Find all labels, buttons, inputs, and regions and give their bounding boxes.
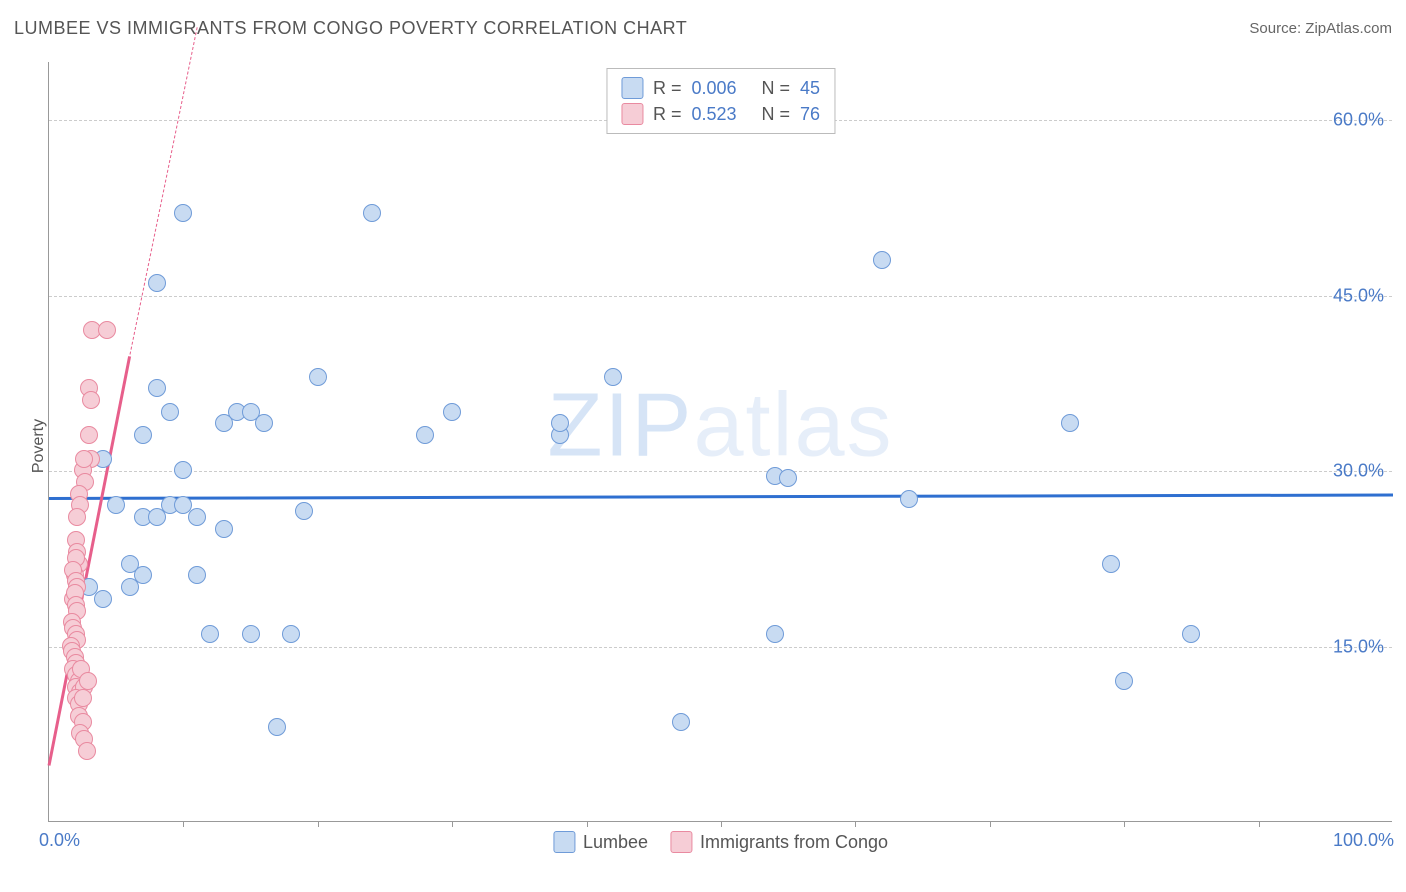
scatter-point [174, 204, 192, 222]
x-tick-mark [855, 821, 856, 827]
legend-swatch [553, 831, 575, 853]
chart-header: LUMBEE VS IMMIGRANTS FROM CONGO POVERTY … [14, 18, 1392, 39]
legend-label: Immigrants from Congo [700, 832, 888, 853]
gridline [49, 647, 1392, 648]
chart-title: LUMBEE VS IMMIGRANTS FROM CONGO POVERTY … [14, 18, 687, 39]
scatter-point [255, 414, 273, 432]
x-tick-mark [1124, 821, 1125, 827]
scatter-point [201, 625, 219, 643]
scatter-point [363, 204, 381, 222]
scatter-point [242, 625, 260, 643]
legend-item: Immigrants from Congo [670, 831, 888, 853]
scatter-point [74, 689, 92, 707]
scatter-point [161, 403, 179, 421]
scatter-point [604, 368, 622, 386]
trend-line [49, 493, 1393, 500]
scatter-point [295, 502, 313, 520]
scatter-point [174, 461, 192, 479]
legend-row: R =0.006N =45 [621, 75, 820, 101]
trend-line-extrapolated [129, 27, 197, 355]
x-tick-mark [318, 821, 319, 827]
scatter-point [873, 251, 891, 269]
scatter-point [779, 469, 797, 487]
y-tick-label: 60.0% [1333, 110, 1384, 131]
scatter-point [443, 403, 461, 421]
x-tick-mark [452, 821, 453, 827]
scatter-point [80, 426, 98, 444]
scatter-point [188, 566, 206, 584]
legend-row: R = 0.523N =76 [621, 101, 820, 127]
x-tick-mark [1259, 821, 1260, 827]
scatter-point [78, 742, 96, 760]
scatter-point [75, 450, 93, 468]
scatter-point [98, 321, 116, 339]
scatter-point [672, 713, 690, 731]
scatter-point [416, 426, 434, 444]
legend-swatch [621, 77, 643, 99]
y-tick-label: 45.0% [1333, 285, 1384, 306]
legend-swatch [670, 831, 692, 853]
scatter-point [551, 414, 569, 432]
scatter-point [215, 414, 233, 432]
scatter-point [79, 672, 97, 690]
scatter-point [148, 274, 166, 292]
scatter-point [188, 508, 206, 526]
scatter-point [215, 520, 233, 538]
watermark: ZIPatlas [547, 375, 893, 478]
chart-source: Source: ZipAtlas.com [1249, 20, 1392, 37]
y-tick-label: 30.0% [1333, 461, 1384, 482]
scatter-point [282, 625, 300, 643]
scatter-point [1182, 625, 1200, 643]
scatter-point [1115, 672, 1133, 690]
scatter-point [766, 625, 784, 643]
y-tick-label: 15.0% [1333, 636, 1384, 657]
scatter-point [82, 391, 100, 409]
scatter-point [107, 496, 125, 514]
x-axis-min-label: 0.0% [39, 830, 80, 851]
scatter-point [309, 368, 327, 386]
scatter-plot-area: ZIPatlas 15.0%30.0%45.0%60.0%0.0%100.0%R… [48, 62, 1392, 822]
scatter-point [268, 718, 286, 736]
scatter-point [134, 426, 152, 444]
legend-label: Lumbee [583, 832, 648, 853]
x-axis-max-label: 100.0% [1333, 830, 1394, 851]
series-legend: Lumbee Immigrants from Congo [553, 831, 888, 853]
scatter-point [148, 379, 166, 397]
legend-swatch [621, 103, 643, 125]
legend-item: Lumbee [553, 831, 648, 853]
gridline [49, 296, 1392, 297]
x-tick-mark [990, 821, 991, 827]
scatter-point [900, 490, 918, 508]
scatter-point [68, 508, 86, 526]
y-axis-label: Poverty [30, 419, 48, 473]
scatter-point [94, 590, 112, 608]
scatter-point [1061, 414, 1079, 432]
x-tick-mark [183, 821, 184, 827]
x-tick-mark [721, 821, 722, 827]
correlation-legend: R =0.006N =45R = 0.523N =76 [606, 68, 835, 134]
scatter-point [1102, 555, 1120, 573]
gridline [49, 471, 1392, 472]
scatter-point [134, 566, 152, 584]
x-tick-mark [587, 821, 588, 827]
